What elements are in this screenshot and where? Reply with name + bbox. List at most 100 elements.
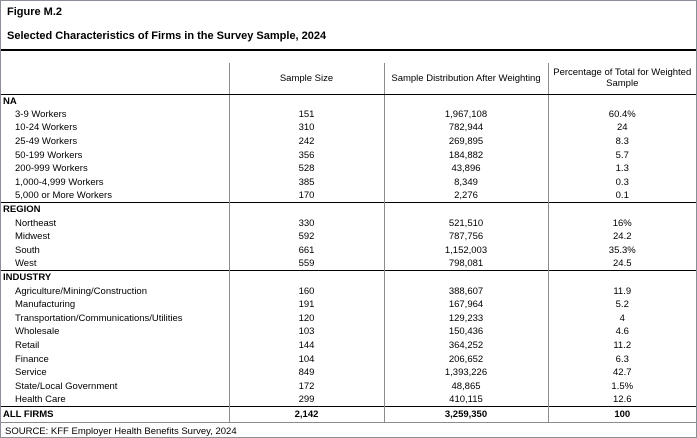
row-label: Retail xyxy=(15,339,40,351)
row-label: 3-9 Workers xyxy=(15,108,67,120)
row-value: 4 xyxy=(547,311,696,326)
row-value: 184,882 xyxy=(383,148,548,162)
row-value: 24.2 xyxy=(547,229,696,244)
row-value: 1,967,108 xyxy=(383,107,548,122)
row-value: 151 xyxy=(228,107,384,122)
row-value: 60.4% xyxy=(547,107,696,122)
table-row: Retail 144 364,252 11.2 xyxy=(1,338,696,353)
row-label: 25-49 Workers xyxy=(15,136,78,148)
table-row: 1,000-4,999 Workers 385 8,349 0.3 xyxy=(1,175,696,190)
section-header-cell xyxy=(383,270,548,285)
row-value: 120 xyxy=(228,311,384,326)
row-value: 6.3 xyxy=(547,352,696,366)
figure-title: Selected Characteristics of Firms in the… xyxy=(7,30,327,42)
source-note: SOURCE: KFF Employer Health Benefits Sur… xyxy=(5,426,237,438)
row-value: 410,115 xyxy=(383,393,548,407)
row-label: Agriculture/Mining/Construction xyxy=(15,285,148,297)
total-sample-size: 2,142 xyxy=(228,406,384,424)
row-value: 5.2 xyxy=(547,297,696,312)
total-row: ALL FIRMS 2,142 3,259,350 100 xyxy=(1,406,696,424)
row-label: 1,000-4,999 Workers xyxy=(15,176,104,188)
table-row: 200-999 Workers 528 43,896 1.3 xyxy=(1,161,696,176)
row-label: Finance xyxy=(15,353,49,365)
section-header-cell xyxy=(547,270,696,285)
column-header-empty xyxy=(1,63,229,95)
row-label: 10-24 Workers xyxy=(15,122,78,134)
section-header-row: INDUSTRY xyxy=(1,270,696,285)
row-value: 104 xyxy=(228,352,384,366)
row-value: 160 xyxy=(228,284,384,298)
table-row: 5,000 or More Workers 170 2,276 0.1 xyxy=(1,189,696,203)
row-label: 200-999 Workers xyxy=(15,163,88,175)
table-row: Service 849 1,393,226 42.7 xyxy=(1,365,696,380)
row-value: 24 xyxy=(547,121,696,135)
row-label: Wholesale xyxy=(15,326,60,338)
section-header-cell xyxy=(383,93,548,108)
row-label: Midwest xyxy=(15,231,50,243)
section-header-label: INDUSTRY xyxy=(1,270,229,285)
row-value: 364,252 xyxy=(383,338,548,353)
section-header-row: NA xyxy=(1,93,696,108)
row-value: 150,436 xyxy=(383,325,548,339)
figure-number: Figure M.2 xyxy=(7,6,63,18)
row-value: 528 xyxy=(228,161,384,176)
column-header-sample-size: Sample Size xyxy=(228,63,384,95)
row-value: 16% xyxy=(547,216,696,230)
row-value: 798,081 xyxy=(383,257,548,271)
row-label: State/Local Government xyxy=(15,380,118,392)
row-value: 12.6 xyxy=(547,393,696,407)
table-row: Agriculture/Mining/Construction 160 388,60… xyxy=(1,284,696,298)
table-row: Northeast 330 521,510 16% xyxy=(1,216,696,230)
table-row: 3-9 Workers 151 1,967,108 60.4% xyxy=(1,107,696,122)
row-label: Transportation/Communications/Utilities xyxy=(15,312,183,324)
row-value: 385 xyxy=(228,175,384,190)
total-distribution: 3,259,350 xyxy=(383,406,548,424)
row-label: West xyxy=(15,258,37,270)
row-value: 1.3 xyxy=(547,161,696,176)
title-block: Figure M.2 Selected Characteristics of F… xyxy=(1,1,696,43)
row-value: 8,349 xyxy=(383,175,548,190)
row-value: 206,652 xyxy=(383,352,548,366)
table-row: West 559 798,081 24.5 xyxy=(1,257,696,271)
characteristics-table: Sample Size Sample Distribution After We… xyxy=(1,63,696,424)
row-value: 330 xyxy=(228,216,384,230)
table-row: Transportation/Communications/Utilities 1… xyxy=(1,311,696,326)
total-label: ALL FIRMS xyxy=(1,406,229,424)
table-row: Midwest 592 787,756 24.2 xyxy=(1,229,696,244)
row-label: Northeast xyxy=(15,217,57,229)
section-header-cell xyxy=(547,202,696,217)
row-value: 4.6 xyxy=(547,325,696,339)
row-value: 48,865 xyxy=(383,379,548,394)
row-value: 8.3 xyxy=(547,134,696,149)
row-value: 782,944 xyxy=(383,121,548,135)
row-value: 11.9 xyxy=(547,284,696,298)
table-header: Sample Size Sample Distribution After We… xyxy=(1,63,696,95)
row-value: 269,895 xyxy=(383,134,548,149)
table-row: Health Care 299 410,115 12.6 xyxy=(1,393,696,407)
row-value: 849 xyxy=(228,365,384,380)
table-row: Finance 104 206,652 6.3 xyxy=(1,352,696,366)
row-value: 11.2 xyxy=(547,338,696,353)
table-row: 10-24 Workers 310 782,944 24 xyxy=(1,121,696,135)
row-value: 242 xyxy=(228,134,384,149)
table-total: ALL FIRMS 2,142 3,259,350 100 xyxy=(1,406,696,424)
row-value: 2,276 xyxy=(383,189,548,203)
total-percentage: 100 xyxy=(547,406,696,424)
table-row: Manufacturing 191 167,964 5.2 xyxy=(1,297,696,312)
row-label: 50-199 Workers xyxy=(15,149,83,161)
row-value: 0.1 xyxy=(547,189,696,203)
table-row: 25-49 Workers 242 269,895 8.3 xyxy=(1,134,696,149)
row-value: 521,510 xyxy=(383,216,548,230)
column-header-distribution: Sample Distribution After Weighting xyxy=(383,63,548,95)
row-label: Manufacturing xyxy=(15,299,76,311)
row-label: 5,000 or More Workers xyxy=(15,190,112,202)
row-value: 299 xyxy=(228,393,384,407)
row-value: 103 xyxy=(228,325,384,339)
title-divider xyxy=(1,49,696,51)
row-value: 787,756 xyxy=(383,229,548,244)
row-value: 356 xyxy=(228,148,384,162)
table-body: NA 3-9 Workers 151 1,967,108 60.4% 10-24 Work… xyxy=(1,93,696,407)
row-value: 0.3 xyxy=(547,175,696,190)
section-header-label: NA xyxy=(1,93,229,108)
row-value: 5.7 xyxy=(547,148,696,162)
